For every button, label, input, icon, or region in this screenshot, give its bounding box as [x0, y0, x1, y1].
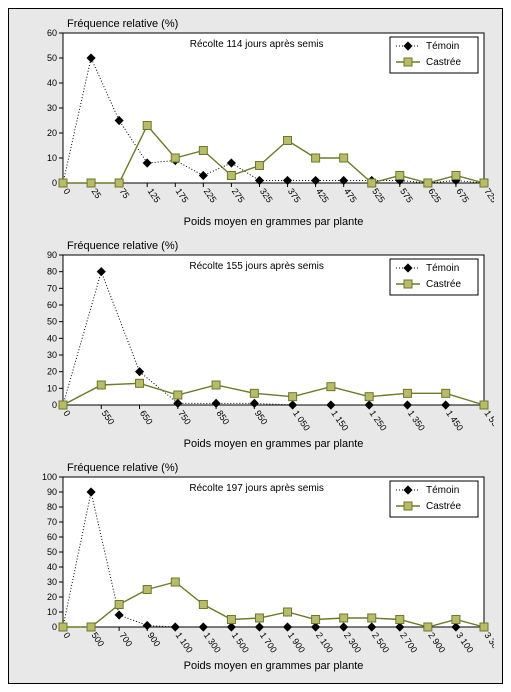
x-axis-title: Poids moyen en grammes par plante [184, 660, 364, 672]
x-tick-label: 1 100 [174, 630, 195, 654]
y-tick-label: 20 [47, 367, 57, 377]
y-tick-label: 30 [47, 103, 57, 113]
y-tick-label: 100 [42, 472, 57, 482]
legend-label-temoin: Témoin [426, 41, 459, 52]
y-axis-title: Fréquence relative (%) [67, 18, 178, 30]
chart-subtitle: Récolte 114 jours après semis [190, 39, 324, 50]
x-tick-label: 1 350 [406, 408, 427, 432]
x-tick-label: 850 [214, 408, 231, 426]
x-tick-label: 1 550 [482, 408, 494, 432]
legend-label-castree: Castrée [426, 501, 461, 512]
y-tick-label: 10 [47, 153, 57, 163]
x-tick-label: 1 050 [291, 408, 312, 432]
x-tick-label: 375 [286, 186, 303, 204]
y-tick-label: 50 [47, 53, 57, 63]
y-tick-label: 70 [47, 517, 57, 527]
x-tick-label: 0 [61, 408, 72, 418]
x-tick-label: 1 700 [258, 630, 279, 654]
x-tick-label: 175 [174, 186, 191, 204]
x-tick-label: 1 150 [329, 408, 350, 432]
chart-1: Fréquence relative (%) 0 10 20 30 40 50 60 0 25 75… [17, 15, 494, 229]
y-tick-label: 90 [47, 250, 57, 260]
x-tick-label: 950 [253, 408, 270, 426]
chart-subtitle: Récolte 197 jours après semis [189, 483, 324, 494]
x-tick-label: 675 [454, 186, 471, 204]
x-tick-label: 1 450 [444, 408, 465, 432]
y-tick-label: 50 [47, 547, 57, 557]
x-tick-label: 325 [258, 186, 275, 204]
y-tick-label: 30 [47, 577, 57, 587]
y-tick-label: 70 [47, 283, 57, 293]
x-tick-label: 500 [89, 630, 106, 648]
x-tick-label: 725 [482, 186, 494, 204]
x-tick-label: 3 300 [482, 630, 494, 654]
legend-label-castree: Castrée [426, 279, 461, 290]
chart-2: Fréquence relative (%) 0 10 20 30 40 50 60 70 80 9… [17, 237, 494, 451]
y-tick-label: 30 [47, 350, 57, 360]
x-tick-label: 900 [146, 630, 163, 648]
x-tick-label: 125 [146, 186, 163, 204]
y-tick-label: 80 [47, 502, 57, 512]
x-tick-label: 550 [100, 408, 117, 426]
page: Fréquence relative (%) 0 10 20 30 40 50 60 0 25 75… [0, 0, 511, 692]
x-tick-label: 225 [202, 186, 219, 204]
x-tick-label: 2 100 [314, 630, 335, 654]
y-tick-label: 10 [47, 607, 57, 617]
x-tick-label: 1 250 [368, 408, 389, 432]
x-tick-label: 1 900 [286, 630, 307, 654]
x-tick-label: 2 900 [426, 630, 447, 654]
y-tick-label: 20 [47, 592, 57, 602]
x-axis-title: Poids moyen en grammes par plante [184, 438, 364, 450]
x-tick-label: 750 [176, 408, 193, 426]
x-tick-label: 475 [342, 186, 359, 204]
legend-label-temoin: Témoin [426, 263, 459, 274]
chart-3: Fréquence relative (%) 0 10 20 30 40 50 60 70 80 9… [17, 459, 494, 673]
x-tick-label: 525 [370, 186, 387, 204]
y-tick-label: 50 [47, 317, 57, 327]
x-tick-label: 2 500 [370, 630, 391, 654]
x-tick-label: 2 700 [398, 630, 419, 654]
x-tick-label: 425 [314, 186, 331, 204]
y-tick-label: 40 [47, 562, 57, 572]
y-axis-title: Fréquence relative (%) [67, 462, 178, 474]
x-tick-label: 1 300 [202, 630, 223, 654]
legend-label-castree: Castrée [426, 57, 461, 68]
y-tick-label: 90 [47, 487, 57, 497]
y-tick-label: 60 [47, 532, 57, 542]
x-tick-label: 650 [138, 408, 155, 426]
y-tick-label: 0 [52, 400, 57, 410]
x-tick-label: 25 [89, 186, 103, 200]
x-tick-label: 3 100 [454, 630, 475, 654]
chart-subtitle: Récolte 155 jours après semis [189, 261, 324, 272]
y-tick-label: 10 [47, 383, 57, 393]
x-tick-label: 700 [117, 630, 134, 648]
y-tick-label: 0 [52, 622, 57, 632]
y-tick-label: 20 [47, 128, 57, 138]
y-tick-label: 80 [47, 267, 57, 277]
x-tick-label: 575 [398, 186, 415, 204]
legend-label-temoin: Témoin [426, 485, 459, 496]
x-tick-label: 75 [117, 186, 131, 200]
charts-panel: Fréquence relative (%) 0 10 20 30 40 50 60 0 25 75… [8, 8, 503, 684]
y-tick-label: 40 [47, 333, 57, 343]
y-tick-label: 60 [47, 28, 57, 38]
y-tick-label: 60 [47, 300, 57, 310]
y-axis-title: Fréquence relative (%) [67, 240, 178, 252]
x-axis-title: Poids moyen en grammes par plante [184, 216, 364, 228]
y-tick-label: 40 [47, 78, 57, 88]
x-tick-label: 2 300 [342, 630, 363, 654]
y-tick-label: 0 [52, 178, 57, 188]
x-tick-label: 625 [426, 186, 443, 204]
x-tick-label: 0 [61, 630, 72, 640]
x-tick-label: 0 [61, 186, 72, 196]
x-tick-label: 275 [230, 186, 247, 204]
x-tick-label: 1 500 [230, 630, 251, 654]
